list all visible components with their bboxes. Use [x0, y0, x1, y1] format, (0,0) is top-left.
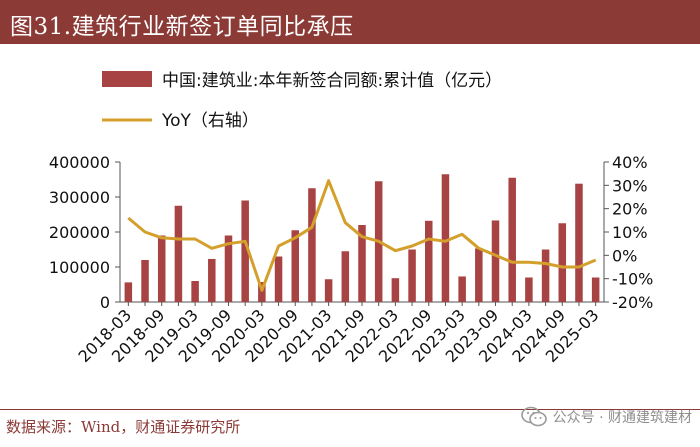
bar: [458, 276, 466, 302]
bar: [541, 249, 550, 302]
bar: [441, 174, 450, 302]
y-right-tick-label: -20%: [612, 293, 653, 312]
bar: [324, 279, 333, 302]
bar: [558, 223, 567, 302]
y-right-tick-label: -10%: [612, 270, 653, 289]
legend-line-label: YoY（右轴）: [161, 111, 259, 131]
figure-title: 图31.建筑行业新签订单同比承压: [10, 14, 354, 40]
bar: [575, 183, 583, 302]
bar: [525, 277, 533, 302]
watermark-text: 公众号 · 财通建筑建材: [552, 410, 692, 426]
bar: [174, 205, 183, 302]
chart: 中国:建筑业:本年新签合同额:累计值（亿元） YoY（右轴） 0 100000 2000…: [49, 71, 653, 366]
bar: [291, 230, 299, 302]
yoy-line: [127, 179, 597, 292]
bar: [425, 220, 433, 302]
bar: [308, 188, 316, 302]
bar: [508, 177, 516, 302]
bar: [258, 282, 266, 302]
title-bar: 图31.建筑行业新签订单同比承压: [0, 0, 700, 44]
bottom-rule: [0, 409, 700, 410]
y-left-tick-label: 0: [100, 293, 110, 312]
y-right-tick-label: 10%: [612, 223, 648, 242]
bar: [274, 256, 283, 302]
bar: [591, 277, 600, 302]
legend-bar-label: 中国:建筑业:本年新签合同额:累计值（亿元）: [162, 71, 502, 91]
bar: [124, 282, 133, 302]
y-left-tick-label: 100000: [49, 258, 110, 277]
y-right-tick-label: 20%: [612, 200, 648, 219]
watermark: 公众号 · 财通建筑建材: [520, 402, 692, 432]
bar: [208, 258, 216, 302]
bar: [341, 251, 350, 302]
source-note: 数据来源：Wind，财通证券研究所: [6, 418, 241, 436]
y-right-tick-label: 40%: [612, 153, 648, 172]
y-left-tick-label: 300000: [49, 188, 110, 207]
y-left-tick-label: 400000: [49, 153, 110, 172]
bar: [358, 225, 366, 302]
bar: [391, 278, 400, 302]
bar: [157, 235, 166, 302]
bar: [408, 249, 416, 302]
legend-bar-swatch: [102, 71, 152, 87]
bar: [241, 200, 249, 302]
bar: [475, 248, 483, 302]
wechat-icon: [520, 406, 547, 427]
y-right-tick-label: 30%: [612, 176, 648, 195]
bar: [141, 260, 149, 302]
y-right-tick-label: 0%: [612, 246, 637, 265]
bar: [191, 281, 199, 302]
y-left-tick-label: 200000: [49, 223, 110, 242]
bar: [224, 235, 233, 302]
bar: [491, 220, 500, 302]
